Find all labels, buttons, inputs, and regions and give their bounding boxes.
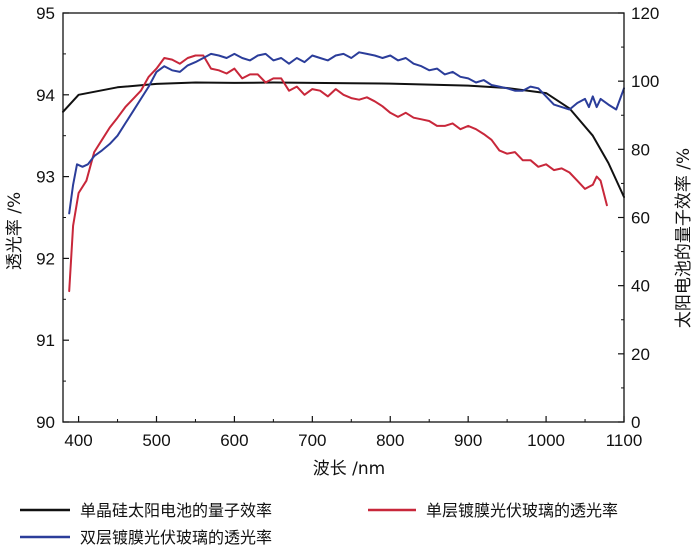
series-line-single-layer-transmittance <box>68 54 608 293</box>
y-left-tick-label: 90 <box>36 413 55 432</box>
y-left-tick-label: 94 <box>36 86 55 105</box>
series-line-double-layer-transmittance <box>68 51 625 215</box>
y-left-tick-label: 91 <box>36 331 55 350</box>
x-tick-label: 1000 <box>527 431 565 450</box>
legend-label-single-layer: 单层镀膜光伏玻璃的透光率 <box>426 501 618 520</box>
x-tick-label: 800 <box>376 431 404 450</box>
series-line-quantum-efficiency <box>62 81 625 198</box>
plot-frame <box>62 12 625 423</box>
legend: 单晶硅太阳电池的量子效率 单层镀膜光伏玻璃的透光率 双层镀膜光伏玻璃的透光率 <box>20 501 618 547</box>
legend-label-double-layer: 双层镀膜光伏玻璃的透光率 <box>80 528 272 547</box>
y-right-tick-label: 100 <box>631 72 659 91</box>
y-right-tick-label: 0 <box>631 413 640 432</box>
y-left-tick-label: 95 <box>36 4 55 23</box>
legend-label-quantum-efficiency: 单晶硅太阳电池的量子效率 <box>80 501 272 520</box>
y-left-tick-label: 93 <box>36 168 55 187</box>
chart-lines-layer <box>62 51 625 293</box>
x-tick-label: 900 <box>454 431 482 450</box>
y-right-tick-label: 60 <box>631 209 650 228</box>
y-right-tick-label: 120 <box>631 4 659 23</box>
x-tick-label: 400 <box>64 431 92 450</box>
x-tick-label: 1100 <box>606 431 643 450</box>
x-axis-title: 波长 /nm <box>313 459 385 479</box>
y-axis-right-title: 太阳电池的量子效率 /% <box>674 148 694 328</box>
x-tick-label: 500 <box>142 431 170 450</box>
x-tick-label: 600 <box>220 431 248 450</box>
x-tick-label: 700 <box>298 431 326 450</box>
y-left-tick-label: 92 <box>36 249 55 268</box>
y-right-tick-label: 20 <box>631 345 650 364</box>
ticks-layer: 400 500 600 700 800 900 1000 1100 90 91 92 93 94 95 0 2… <box>36 4 659 450</box>
y-right-tick-label: 40 <box>631 277 650 296</box>
y-right-tick-label: 80 <box>631 140 650 159</box>
y-axis-left-title: 透光率 /% <box>5 192 25 270</box>
